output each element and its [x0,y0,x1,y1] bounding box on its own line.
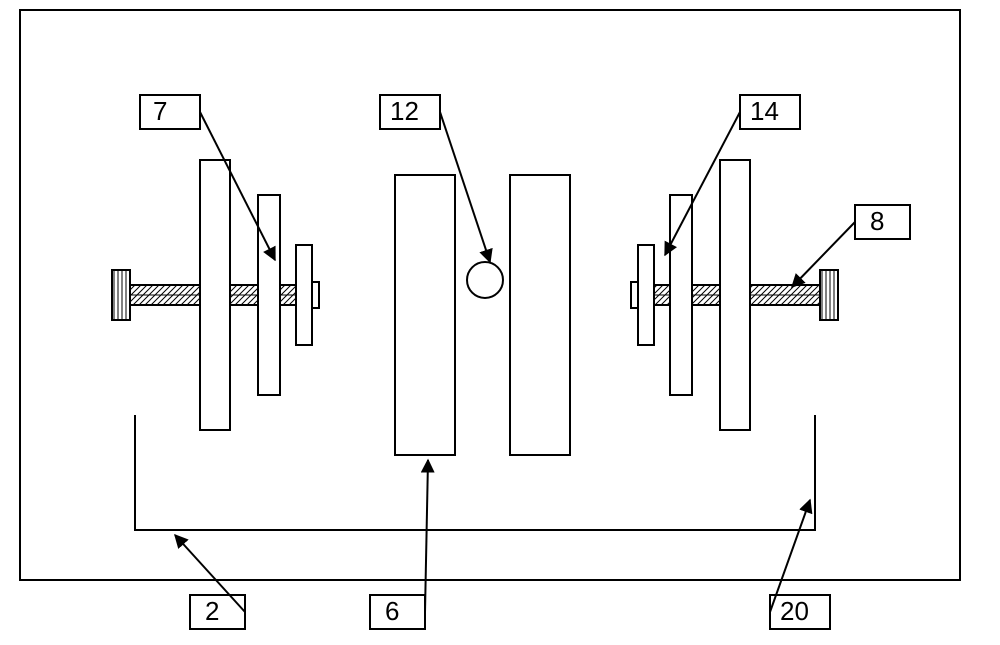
label-7: 7 [153,96,167,126]
left-end-cap [312,282,319,308]
left-mid-plate [258,195,280,395]
label-20: 20 [780,596,809,626]
label-6: 6 [385,596,399,626]
inner-frame [135,415,815,530]
label-8: 8 [870,206,884,236]
right-tall-plate [720,160,750,430]
right-small-plate [638,245,654,345]
center-plate-right [510,175,570,455]
center-circle [467,262,503,298]
center-plate-left [395,175,455,455]
label-12: 12 [390,96,419,126]
left-small-plate [296,245,312,345]
leader-6 [425,460,428,612]
label-box-7 [140,95,200,129]
left-knob [112,270,130,320]
label-2: 2 [205,596,219,626]
right-knob [820,270,838,320]
right-end-cap [631,282,638,308]
label-14: 14 [750,96,779,126]
diagram-canvas: 7 12 14 8 2 6 20 [0,0,1000,645]
left-tall-plate [200,160,230,430]
